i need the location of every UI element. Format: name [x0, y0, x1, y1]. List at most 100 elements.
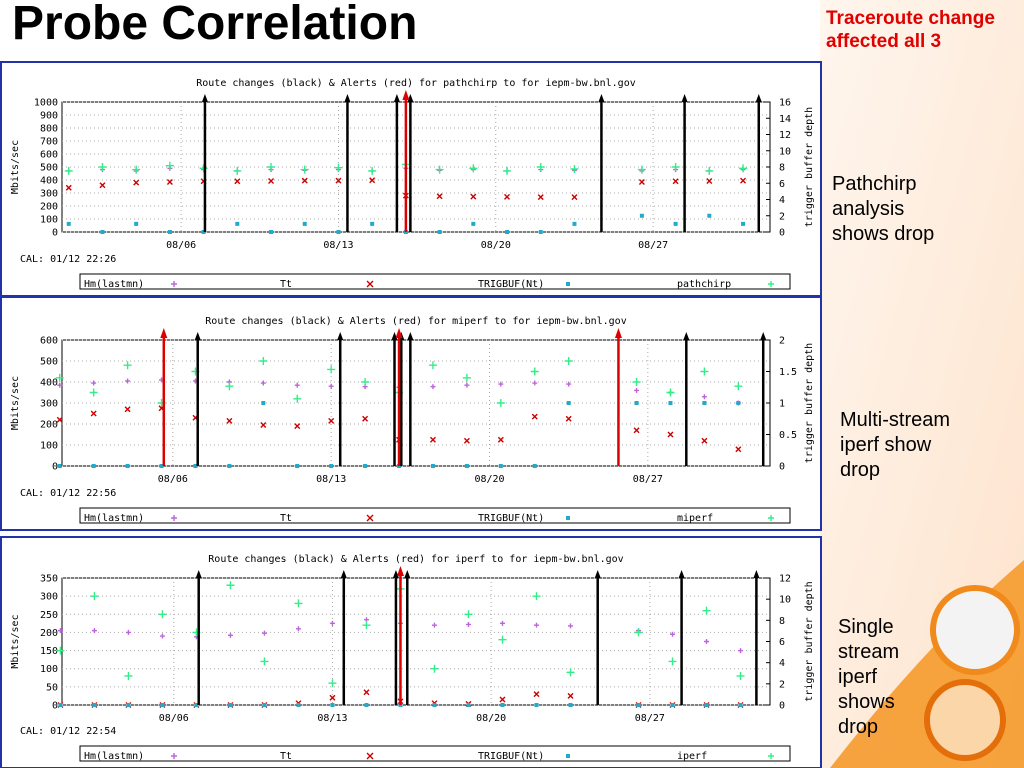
legend-label: pathchirp [677, 279, 731, 290]
data-point [301, 177, 308, 184]
data-point [532, 464, 537, 468]
route-arrow [344, 94, 351, 102]
data-point [565, 415, 572, 422]
y2-tick-label: 2 [779, 211, 785, 222]
data-point [329, 694, 336, 701]
data-point [296, 703, 301, 707]
legend-label: TRIGBUF(Nt) [478, 513, 544, 524]
data-point [572, 221, 577, 226]
y-tick-label: 0 [52, 701, 58, 712]
y2-tick-label: 12 [779, 130, 791, 141]
data-point [201, 230, 206, 234]
data-point [568, 623, 573, 629]
data-point [368, 166, 377, 175]
route-arrow [404, 570, 411, 578]
data-point [100, 230, 105, 234]
route-arrow [678, 570, 685, 578]
data-point [470, 193, 477, 200]
data-point [534, 703, 539, 707]
y-tick-label: 0 [52, 462, 58, 473]
y-tick-label: 150 [40, 646, 58, 657]
data-point [55, 373, 64, 382]
data-point [233, 166, 242, 175]
data-point [571, 194, 578, 201]
y-tick-label: 350 [40, 574, 58, 585]
data-point [701, 394, 707, 400]
y-tick-label: 200 [40, 202, 58, 213]
data-point [532, 380, 538, 386]
data-point [330, 703, 335, 707]
caption: CAL: 01/12 22:54 [20, 726, 116, 737]
route-arrow [594, 570, 601, 578]
legend-label: Tt [280, 513, 292, 524]
data-point [570, 164, 579, 173]
data-point [701, 437, 708, 444]
data-point [672, 178, 679, 185]
data-point [160, 703, 165, 707]
data-point [497, 436, 504, 443]
data-point [532, 592, 541, 601]
data-point [294, 423, 301, 430]
data-point [432, 703, 437, 707]
data-point [194, 703, 199, 707]
data-point [705, 166, 714, 175]
legend-label: Tt [280, 279, 292, 290]
x-tick-label: 08/06 [159, 713, 189, 724]
data-point [533, 691, 540, 698]
data-point [260, 657, 269, 666]
route-arrow [194, 332, 201, 340]
data-point [633, 427, 640, 434]
chart-title: Route changes (black) & Alerts (red) for… [196, 78, 636, 89]
data-point [668, 657, 677, 666]
data-point [227, 464, 232, 468]
route-arrow [340, 570, 347, 578]
data-point [90, 410, 97, 417]
data-point [133, 179, 140, 186]
data-point [738, 648, 744, 654]
route-arrow [407, 332, 414, 340]
side-text: Pathchirp analysis shows drop [832, 173, 935, 245]
x-tick-label: 08/13 [317, 713, 347, 724]
data-point [125, 629, 131, 635]
data-point [531, 413, 538, 420]
legend-box [79, 745, 791, 762]
y-tick-label: 300 [40, 399, 58, 410]
data-point [464, 610, 473, 619]
data-point [261, 401, 266, 405]
data-point [295, 464, 300, 468]
y2-tick-label: 12 [779, 574, 791, 585]
y2-tick-label: 8 [779, 163, 785, 174]
data-point [294, 382, 300, 388]
data-point [269, 230, 274, 234]
data-point [636, 703, 641, 707]
data-point [262, 703, 267, 707]
y-tick-label: 50 [46, 682, 58, 693]
legend-label: Tt [280, 751, 292, 762]
data-point [564, 357, 573, 365]
x-tick-label: 08/27 [633, 474, 663, 485]
annotation: Traceroute change affected all 3 [826, 8, 995, 52]
y2-axis-label: trigger buffer depth [804, 581, 815, 701]
data-point [295, 626, 301, 632]
x-tick-label: 08/06 [158, 474, 188, 485]
legend-marker [566, 516, 570, 520]
data-point [437, 230, 442, 234]
legend-label: Hm(lastmn) [84, 751, 144, 762]
side-text: Single stream iperf shows drop [838, 616, 900, 738]
data-point [734, 382, 743, 391]
plot-area [61, 577, 771, 706]
slide-title: Probe Correlation [12, 0, 418, 50]
data-point [66, 221, 71, 226]
data-point [225, 382, 234, 391]
legend-marker [171, 515, 177, 521]
data-point [463, 437, 470, 444]
data-point [124, 671, 133, 680]
data-point [260, 422, 267, 429]
data-point [227, 632, 233, 638]
plot-area [61, 101, 771, 233]
alert-arrow [402, 90, 410, 100]
data-point [702, 401, 707, 405]
data-point [199, 164, 208, 173]
data-point [328, 679, 337, 688]
data-point [429, 436, 436, 443]
